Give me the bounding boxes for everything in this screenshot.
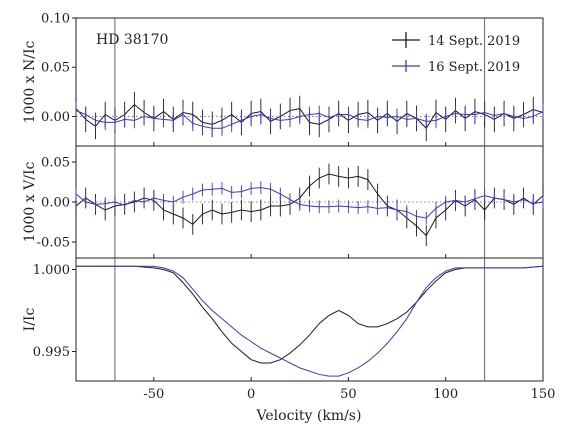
y-tick-label-N-2: 0.10 bbox=[41, 12, 70, 27]
x-tick-label-1: 0 bbox=[247, 387, 255, 402]
y-tick-label-I-1: 1.000 bbox=[33, 263, 70, 278]
series-line-I-1 bbox=[76, 265, 544, 364]
legend-label-2: 16 Sept. 2019 bbox=[428, 60, 520, 75]
y-tick-label-N-1: 0.05 bbox=[41, 61, 70, 76]
y-tick-label-N-0: 0.00 bbox=[41, 110, 70, 125]
y-tick-label-I-0: 0.995 bbox=[33, 345, 70, 360]
legend-label-1: 14 Sept. 2019 bbox=[428, 34, 520, 49]
x-tick-label-0: -50 bbox=[143, 387, 164, 402]
legend-entry-2: 16 Sept. 2019 bbox=[392, 60, 520, 75]
legend: 14 Sept. 2019 16 Sept. 2019 bbox=[392, 32, 520, 75]
x-tick-label-3: 100 bbox=[433, 387, 458, 402]
y-tick-label-V-2: 0.05 bbox=[41, 156, 70, 171]
series-line-I-2 bbox=[76, 265, 544, 377]
y-axis-label-I: I/Ic bbox=[22, 308, 38, 332]
panel-frame-I bbox=[75, 257, 544, 382]
object-label: HD 38170 bbox=[96, 32, 168, 48]
y-tick-label-V-0: -0.05 bbox=[37, 236, 70, 251]
legend-entry-1: 14 Sept. 2019 bbox=[392, 32, 520, 49]
x-tick-label-4: 150 bbox=[531, 387, 556, 402]
x-axis-label: Velocity (km/s) bbox=[256, 408, 362, 424]
y-tick-label-V-1: 0.00 bbox=[41, 196, 70, 211]
y-axis-label-V: 1000 x V/Ic bbox=[22, 162, 38, 243]
series-layer bbox=[75, 91, 544, 377]
y-axis-label-N: 1000 x N/Ic bbox=[22, 40, 38, 123]
x-tick-label-2: 50 bbox=[340, 387, 357, 402]
